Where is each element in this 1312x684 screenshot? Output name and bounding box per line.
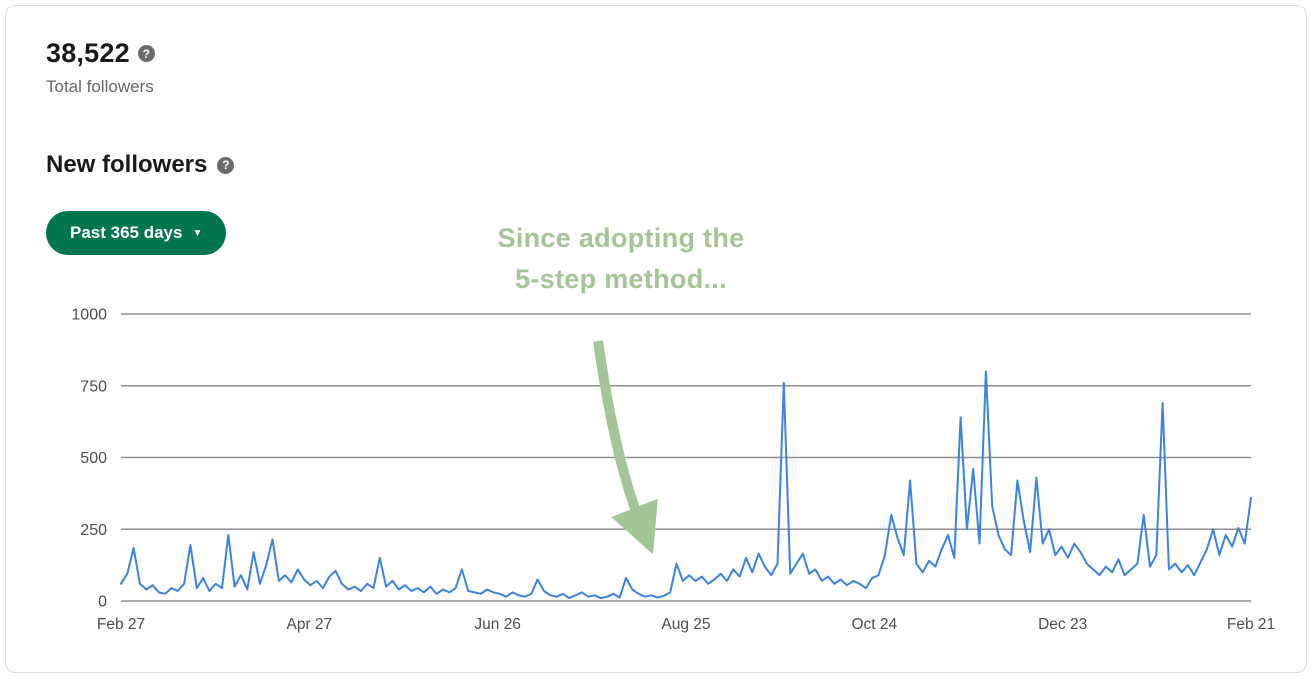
annotation-line-2: 5-step method...	[421, 259, 821, 300]
y-axis-tick-label: 0	[98, 594, 107, 611]
y-axis-tick-label: 750	[80, 378, 107, 395]
section-title: New followers	[46, 151, 207, 179]
y-axis-tick-label: 500	[80, 450, 107, 467]
date-range-label: Past 365 days	[70, 223, 182, 243]
x-axis-tick-label: Aug 25	[661, 616, 710, 633]
chart-annotation: Since adopting the 5-step method...	[421, 218, 821, 299]
annotation-line-1: Since adopting the	[421, 218, 821, 259]
y-axis-tick-label: 1000	[71, 307, 107, 324]
x-axis-tick-label: Oct 24	[851, 616, 897, 633]
x-axis-tick-label: Apr 27	[286, 616, 332, 633]
help-icon[interactable]: ?	[217, 157, 234, 174]
date-range-dropdown[interactable]: Past 365 days ▼	[46, 211, 226, 255]
total-followers-label: Total followers	[46, 77, 155, 97]
x-axis-tick-label: Feb 27	[97, 616, 145, 633]
chevron-down-icon: ▼	[192, 229, 202, 239]
y-axis-tick-label: 250	[80, 522, 107, 539]
total-followers-stat: 38,522 ? Total followers	[46, 38, 155, 97]
analytics-card: 38,522 ? Total followers New followers ?…	[5, 5, 1307, 673]
help-icon[interactable]: ?	[138, 45, 155, 62]
new-followers-section-header: New followers ?	[46, 151, 234, 179]
x-axis-tick-label: Dec 23	[1038, 616, 1087, 633]
followers-line-chart: 0 250 500 750 1000 Feb 27 Apr 27 Jun 26 Aug 25 Oc…	[41, 294, 1291, 644]
x-axis-tick-label: Feb 21	[1227, 616, 1275, 633]
x-axis-tick-label: Jun 26	[474, 616, 521, 633]
new-followers-line-series	[121, 371, 1251, 598]
new-followers-chart-area: 0 250 500 750 1000 Feb 27 Apr 27 Jun 26 Aug 25 Oc…	[41, 294, 1291, 644]
total-followers-value: 38,522	[46, 38, 130, 69]
